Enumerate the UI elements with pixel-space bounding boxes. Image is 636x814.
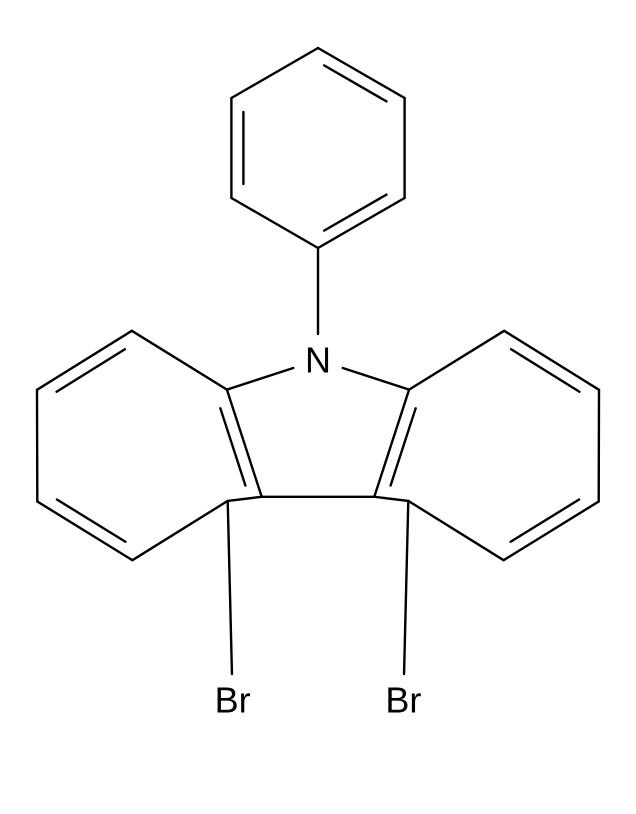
bond: [343, 368, 409, 390]
atom-label-br: Br: [215, 680, 251, 721]
molecule-diagram: N Br Br: [0, 0, 636, 814]
bond: [231, 48, 318, 98]
bond: [228, 497, 262, 501]
bond: [504, 502, 599, 561]
bond: [132, 501, 227, 560]
bond: [374, 497, 408, 501]
bond: [220, 408, 245, 485]
bond: [318, 198, 405, 248]
bond: [132, 331, 227, 390]
bond: [227, 368, 293, 390]
bond: [37, 502, 132, 561]
bond: [228, 501, 232, 674]
bond: [409, 331, 504, 390]
bond: [408, 501, 503, 560]
bond: [391, 408, 416, 485]
bond: [231, 198, 318, 248]
atom-label-n: N: [305, 340, 331, 381]
bond: [504, 331, 599, 390]
bond: [318, 48, 405, 98]
atom-label-br: Br: [385, 680, 421, 721]
bond: [37, 331, 132, 390]
bond: [404, 501, 408, 674]
